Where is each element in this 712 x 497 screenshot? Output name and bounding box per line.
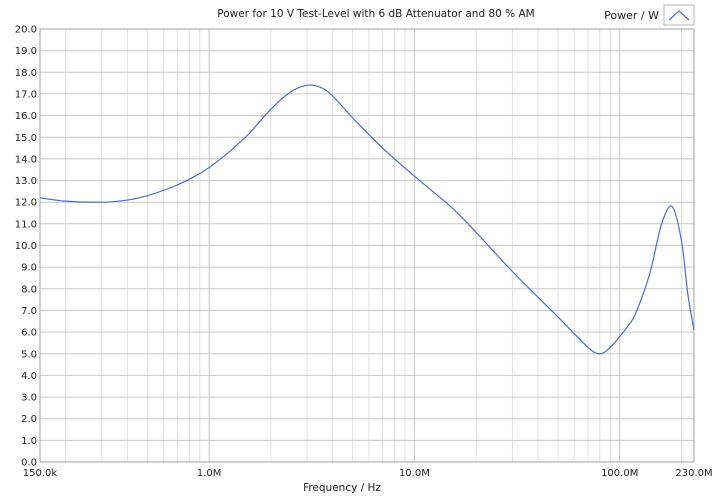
legend-swatch-line <box>668 10 690 21</box>
y-tick-label-18: 18.0 <box>15 68 37 79</box>
y-tick-label-20: 20.0 <box>15 25 37 36</box>
x-tick-label-3: 100.0M <box>601 468 638 479</box>
x-tick-label-4: 230.0M <box>675 468 712 479</box>
y-tick-label-15: 15.0 <box>15 133 37 144</box>
y-tick-label-11: 11.0 <box>15 219 37 230</box>
y-tick-label-8: 8.0 <box>21 284 37 295</box>
y-tick-label-0: 0.0 <box>21 458 37 469</box>
y-tick-label-10: 10.0 <box>15 241 37 252</box>
legend: Power / W <box>604 4 695 26</box>
y-tick-label-1: 1.0 <box>21 436 37 447</box>
y-tick-label-19: 19.0 <box>15 46 37 57</box>
y-tick-label-9: 9.0 <box>21 263 37 274</box>
y-tick-label-14: 14.0 <box>15 154 37 165</box>
plot-area-border <box>39 28 695 463</box>
legend-swatch-box <box>663 4 695 26</box>
x-axis-ticks: 150.0k 1.0M 10.0M 100.0M 230.0M <box>23 468 712 479</box>
y-tick-label-13: 13.0 <box>15 176 37 187</box>
series-layer <box>39 84 695 355</box>
legend-label: Power / W <box>604 9 659 22</box>
y-tick-label-7: 7.0 <box>21 306 37 317</box>
x-tick-label-2: 10.0M <box>399 468 430 479</box>
y-tick-label-16: 16.0 <box>15 111 37 122</box>
y-tick-label-5: 5.0 <box>21 349 37 360</box>
y-tick-label-6: 6.0 <box>21 328 37 339</box>
x-axis-label: Frequency / Hz <box>303 482 381 494</box>
y-tick-label-2: 2.0 <box>21 414 37 425</box>
major-gridlines <box>40 28 694 463</box>
y-tick-label-4: 4.0 <box>21 371 37 382</box>
y-tick-label-3: 3.0 <box>21 393 37 404</box>
chart-title: Power for 10 V Test-Level with 6 dB Atte… <box>217 8 534 20</box>
y-axis-ticks: 0.0 1.0 2.0 3.0 4.0 5.0 6.0 7.0 8.0 9.0 10.0 11.0 12… <box>15 25 37 469</box>
series-line-power <box>39 84 695 355</box>
y-tick-label-17: 17.0 <box>15 89 37 100</box>
x-tick-label-0: 150.0k <box>23 468 58 479</box>
y-tick-label-12: 12.0 <box>15 198 37 209</box>
x-tick-label-1: 1.0M <box>197 468 222 479</box>
